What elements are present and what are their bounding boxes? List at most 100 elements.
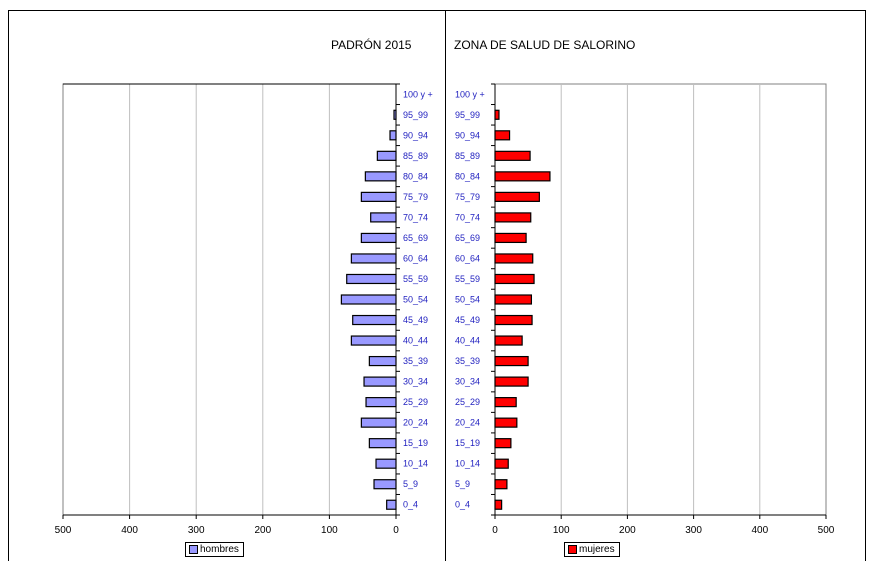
left-bar-20_24 [360,417,397,428]
right-category-label: 55_59 [455,274,480,284]
right-category-label: 10_14 [455,459,480,469]
left-tick-label: 400 [121,525,138,536]
left-category-label: 50_54 [403,295,428,305]
left-border [8,10,9,561]
left-bar-55_59 [346,273,397,285]
left-category-label: 40_44 [403,336,428,346]
legend-hombres: hombres [185,542,244,557]
left-bar-0_4 [386,499,397,510]
right-bar-45_49 [494,314,533,326]
legend-label-hombres: hombres [200,544,239,555]
right-tick-label: 100 [553,525,570,536]
right-category-label: 5_9 [455,479,470,489]
right-category-label: 30_34 [455,377,480,387]
right-category-label: 25_29 [455,397,480,407]
top-border [8,10,866,11]
right-tick-label: 300 [685,525,702,536]
left-bar-85_89 [376,150,397,161]
left-bar-60_64 [350,253,397,264]
right-bar-75_79 [494,191,540,202]
right-category-label: 100 y + [455,89,485,99]
right-bar-40_44 [494,335,523,346]
left-category-label: 25_29 [403,397,428,407]
right-category-label: 60_64 [455,253,480,263]
left-bar-45_49 [352,314,397,326]
legend-swatch-mujeres [568,545,577,554]
right-bar-5_9 [494,479,508,490]
right-bar-20_24 [494,417,518,428]
right-bar-55_59 [494,273,535,285]
right-category-labels: 0_4 5_9 10_14 15_19 20_24 25_29 30_34 35_39 40_4… [455,89,485,509]
left-tick-label: 200 [254,525,271,536]
right-bars [494,109,551,510]
right-category-label: 95_99 [455,110,480,120]
left-bar-70_74 [370,212,397,223]
left-bars [340,109,397,510]
left-category-label: 45_49 [403,315,428,325]
right-bar-25_29 [494,397,517,408]
right-bar-65_69 [494,232,527,244]
right-chart-title: ZONA DE SALUD DE SALORINO [454,38,636,52]
left-category-labels: 0_4 5_9 10_14 15_19 20_24 25_29 30_34 35_39 40_4… [403,89,433,509]
left-bar-25_29 [365,397,397,408]
right-category-label: 70_74 [455,212,480,222]
right-tick-label: 500 [818,525,835,536]
right-category-label: 15_19 [455,438,480,448]
right-category-label: 35_39 [455,356,480,366]
right-category-label: 50_54 [455,295,480,305]
left-bar-90_94 [389,130,397,141]
left-category-label: 80_84 [403,171,428,181]
right-bar-35_39 [494,355,529,367]
left-category-label: 55_59 [403,274,428,284]
left-category-label: 95_99 [403,110,428,120]
left-bar-95_99 [393,109,397,120]
right-category-label: 90_94 [455,130,480,140]
legend-swatch-hombres [189,545,198,554]
left-category-label: 60_64 [403,253,428,263]
left-category-label: 75_79 [403,192,428,202]
legend-label-mujeres: mujeres [579,544,615,555]
left-bar-5_9 [373,479,397,490]
left-bar-15_19 [368,438,397,449]
left-bar-40_44 [350,335,397,346]
right-tick-label: 200 [619,525,636,536]
legend-mujeres: mujeres [564,542,620,557]
center-divider [445,10,446,561]
left-tick-label: 0 [393,525,399,536]
right-bar-70_74 [494,212,532,223]
left-bar-80_84 [364,171,397,182]
right-border [865,10,866,561]
left-category-label: 15_19 [403,438,428,448]
right-bar-10_14 [494,458,509,469]
right-category-label: 40_44 [455,336,480,346]
right-bar-90_94 [494,130,511,141]
right-tick-label: 0 [492,525,498,536]
right-tick-labels: 0 100 200 300 400 500 [492,525,835,536]
right-category-label: 65_69 [455,233,480,243]
right-bar-80_84 [494,171,551,182]
left-bar-10_14 [375,458,397,469]
right-category-label: 45_49 [455,315,480,325]
right-bar-30_34 [494,376,529,387]
left-category-label: 30_34 [403,377,428,387]
right-bar-95_99 [494,109,500,120]
left-category-label: 10_14 [403,459,428,469]
right-bar-50_54 [494,294,533,305]
left-chart-title: PADRÓN 2015 [331,38,412,52]
left-category-label: 65_69 [403,233,428,243]
right-bar-0_4 [494,499,503,510]
right-category-label: 20_24 [455,418,480,428]
right-category-label: 75_79 [455,192,480,202]
left-category-label: 0_4 [403,500,418,510]
right-bar-60_64 [494,253,534,264]
right-category-label: 80_84 [455,171,480,181]
left-category-label: 20_24 [403,418,428,428]
left-tick-labels: 500 400 300 200 100 0 [55,525,400,536]
left-category-label: 70_74 [403,212,428,222]
left-bar-50_54 [340,294,397,305]
left-category-label: 35_39 [403,356,428,366]
left-category-label: 85_89 [403,151,428,161]
right-category-label: 0_4 [455,500,470,510]
left-category-label: 100 y + [403,89,433,99]
